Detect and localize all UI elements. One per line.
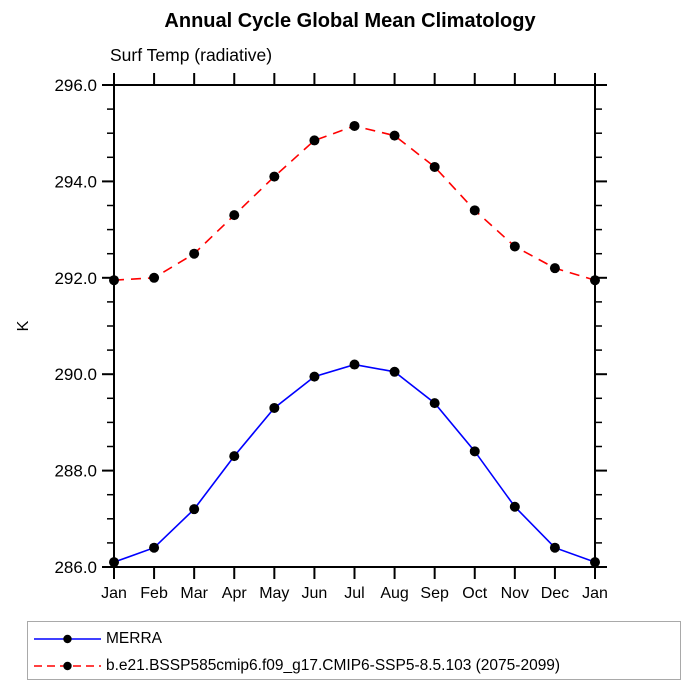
y-tick-label: 290.0	[54, 365, 97, 384]
x-tick-label: Apr	[222, 585, 248, 602]
legend-label-model: b.e21.BSSP585cmip6.f09_g17.CMIP6-SSP5-8.…	[106, 656, 561, 674]
series-line-0	[113, 363, 596, 563]
legend-line-sample-solid	[34, 634, 101, 643]
data-point	[429, 398, 440, 409]
data-point	[549, 542, 560, 553]
data-point	[429, 161, 440, 172]
x-tick-label: Jul	[344, 585, 364, 602]
data-point	[389, 130, 400, 141]
x-tick-label: Mar	[180, 585, 208, 602]
x-tick-label: Aug	[380, 585, 408, 602]
y-axis-label: K	[15, 320, 32, 331]
legend: MERRA b.e21.BSSP585cmip6.f09_g17.CMIP6-S…	[27, 621, 681, 680]
chart-subtitle: Surf Temp (radiative)	[110, 45, 273, 65]
legend-item-merra: MERRA	[32, 625, 680, 652]
series-line-1	[113, 125, 596, 282]
data-point	[269, 171, 280, 182]
data-point	[109, 557, 119, 568]
x-tick-label: Nov	[501, 585, 529, 602]
x-tick-label: Jan	[582, 585, 608, 602]
data-point	[509, 241, 520, 252]
data-point	[309, 371, 320, 382]
data-point	[229, 451, 240, 462]
data-point	[509, 501, 520, 512]
x-tick-label: Sep	[420, 585, 449, 602]
data-point	[389, 366, 400, 377]
axis-frame	[113, 84, 596, 568]
data-point	[189, 248, 200, 259]
y-tick-label: 296.0	[54, 76, 97, 95]
y-tick-label: 292.0	[54, 269, 97, 288]
data-point	[590, 557, 600, 568]
data-point	[469, 446, 480, 457]
legend-line-sample-dashed	[34, 661, 101, 670]
x-tick-label: Feb	[140, 585, 168, 602]
data-point	[189, 504, 200, 515]
data-point	[469, 205, 480, 216]
x-tick-label: Dec	[541, 585, 569, 602]
x-tick-label: Jun	[302, 585, 328, 602]
data-point	[229, 210, 240, 221]
data-point	[349, 120, 360, 131]
legend-item-model: b.e21.BSSP585cmip6.f09_g17.CMIP6-SSP5-8.…	[32, 652, 680, 679]
data-point	[309, 135, 320, 146]
y-tick-label: 286.0	[54, 558, 97, 577]
data-point	[149, 272, 160, 283]
x-tick-label: May	[259, 585, 289, 602]
y-tick-label: 288.0	[54, 462, 97, 481]
data-point	[349, 359, 360, 370]
data-point	[269, 402, 280, 413]
x-tick-label: Oct	[462, 585, 487, 602]
y-tick-label: 294.0	[54, 172, 97, 191]
x-tick-label: Jan	[101, 585, 127, 602]
data-point	[590, 275, 600, 286]
data-point	[109, 275, 119, 286]
data-point	[149, 542, 160, 553]
legend-label-merra: MERRA	[106, 629, 162, 647]
data-point	[549, 263, 560, 274]
chart-title: Annual Cycle Global Mean Climatology	[164, 10, 536, 32]
